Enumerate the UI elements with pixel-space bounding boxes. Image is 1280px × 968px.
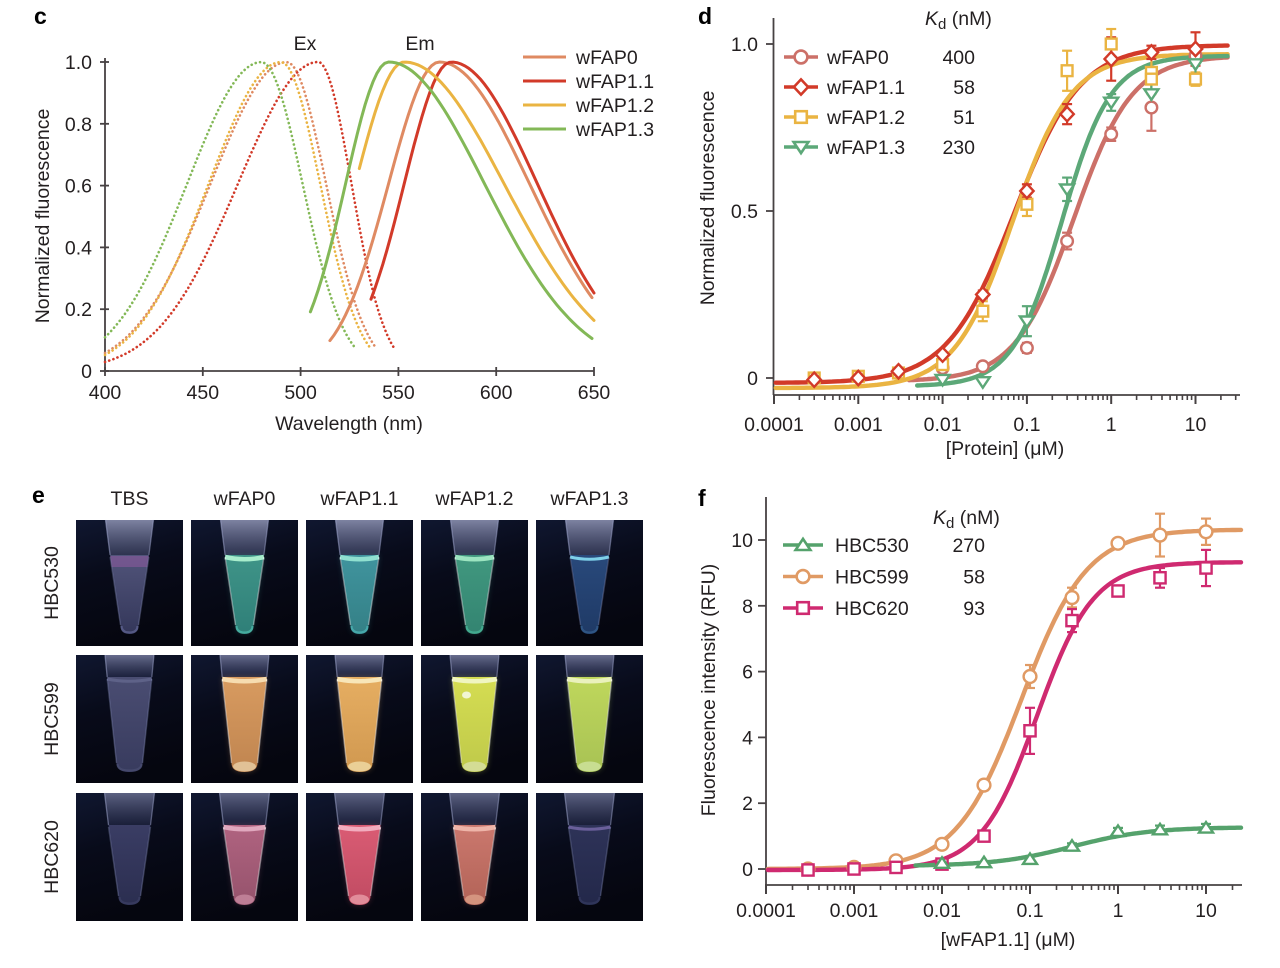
svg-text:wFAP1.1: wFAP1.1 bbox=[826, 77, 905, 99]
svg-text:[Protein] (μM): [Protein] (μM) bbox=[946, 438, 1065, 460]
svg-text:0.0001: 0.0001 bbox=[744, 414, 804, 436]
svg-text:0.1: 0.1 bbox=[1016, 900, 1043, 922]
svg-text:58: 58 bbox=[963, 567, 985, 589]
svg-text:wFAP1.3: wFAP1.3 bbox=[575, 119, 654, 141]
svg-text:4: 4 bbox=[742, 727, 753, 749]
svg-text:Ex: Ex bbox=[294, 33, 317, 55]
svg-text:Kd (nM): Kd (nM) bbox=[933, 507, 1000, 532]
svg-text:1.0: 1.0 bbox=[731, 34, 758, 56]
svg-text:600: 600 bbox=[480, 382, 513, 404]
svg-text:0: 0 bbox=[81, 361, 92, 383]
svg-text:e: e bbox=[32, 482, 45, 508]
svg-text:400: 400 bbox=[942, 47, 975, 69]
svg-text:c: c bbox=[34, 3, 47, 29]
svg-text:TBS: TBS bbox=[111, 488, 149, 510]
svg-text:wFAP1.3: wFAP1.3 bbox=[549, 488, 628, 510]
svg-text:0.2: 0.2 bbox=[65, 299, 92, 321]
svg-text:0.0001: 0.0001 bbox=[736, 900, 796, 922]
svg-text:0.001: 0.001 bbox=[834, 414, 883, 436]
svg-text:wFAP1.1: wFAP1.1 bbox=[319, 488, 398, 510]
svg-text:450: 450 bbox=[187, 382, 220, 404]
svg-text:HBC620: HBC620 bbox=[835, 598, 909, 620]
svg-text:500: 500 bbox=[284, 382, 317, 404]
svg-text:HBC599: HBC599 bbox=[41, 682, 63, 756]
svg-text:wFAP1.2: wFAP1.2 bbox=[826, 107, 905, 129]
svg-text:1.0: 1.0 bbox=[65, 52, 92, 74]
svg-text:HBC530: HBC530 bbox=[835, 535, 909, 557]
svg-text:0.4: 0.4 bbox=[65, 237, 92, 259]
svg-text:270: 270 bbox=[952, 535, 985, 557]
svg-text:0.6: 0.6 bbox=[65, 176, 92, 198]
svg-text:93: 93 bbox=[963, 598, 985, 620]
svg-text:0.5: 0.5 bbox=[731, 201, 758, 223]
svg-text:10: 10 bbox=[731, 530, 753, 552]
svg-text:Normalized fluorescence: Normalized fluorescence bbox=[32, 109, 54, 324]
svg-text:8: 8 bbox=[742, 596, 753, 618]
svg-text:2: 2 bbox=[742, 793, 753, 815]
svg-text:wFAP1.3: wFAP1.3 bbox=[826, 137, 905, 159]
svg-text:f: f bbox=[698, 485, 706, 511]
svg-text:6: 6 bbox=[742, 662, 753, 684]
svg-text:1: 1 bbox=[1113, 900, 1124, 922]
svg-text:0.1: 0.1 bbox=[1013, 414, 1040, 436]
svg-text:0.001: 0.001 bbox=[830, 900, 879, 922]
svg-text:650: 650 bbox=[578, 382, 611, 404]
svg-text:51: 51 bbox=[953, 107, 975, 129]
svg-text:400: 400 bbox=[89, 382, 122, 404]
svg-text:d: d bbox=[698, 3, 712, 29]
svg-text:Normalized fluorescence: Normalized fluorescence bbox=[697, 91, 719, 306]
svg-text:10: 10 bbox=[1195, 900, 1217, 922]
svg-text:HBC620: HBC620 bbox=[41, 820, 63, 894]
svg-text:Em: Em bbox=[405, 33, 434, 55]
svg-text:10: 10 bbox=[1185, 414, 1207, 436]
svg-text:0: 0 bbox=[747, 368, 758, 390]
svg-text:wFAP1.1: wFAP1.1 bbox=[575, 71, 654, 93]
svg-text:Kd (nM): Kd (nM) bbox=[925, 8, 992, 33]
svg-text:0: 0 bbox=[742, 859, 753, 881]
svg-text:wFAP1.2: wFAP1.2 bbox=[434, 488, 513, 510]
svg-text:wFAP0: wFAP0 bbox=[213, 488, 276, 510]
svg-text:1: 1 bbox=[1106, 414, 1117, 436]
svg-text:HBC530: HBC530 bbox=[41, 546, 63, 620]
svg-text:230: 230 bbox=[942, 137, 975, 159]
svg-text:550: 550 bbox=[382, 382, 415, 404]
svg-text:wFAP1.2: wFAP1.2 bbox=[575, 95, 654, 117]
svg-text:Fluorescence intensity (RFU): Fluorescence intensity (RFU) bbox=[698, 564, 720, 817]
svg-text:0.01: 0.01 bbox=[924, 414, 962, 436]
svg-text:wFAP0: wFAP0 bbox=[826, 47, 889, 69]
svg-text:0.8: 0.8 bbox=[65, 114, 92, 136]
svg-text:58: 58 bbox=[953, 77, 975, 99]
svg-text:[wFAP1.1] (μM): [wFAP1.1] (μM) bbox=[941, 929, 1076, 951]
svg-text:wFAP0: wFAP0 bbox=[575, 47, 638, 69]
svg-text:HBC599: HBC599 bbox=[835, 567, 909, 589]
svg-text:0.01: 0.01 bbox=[923, 900, 961, 922]
svg-text:Wavelength (nm): Wavelength (nm) bbox=[275, 413, 423, 435]
